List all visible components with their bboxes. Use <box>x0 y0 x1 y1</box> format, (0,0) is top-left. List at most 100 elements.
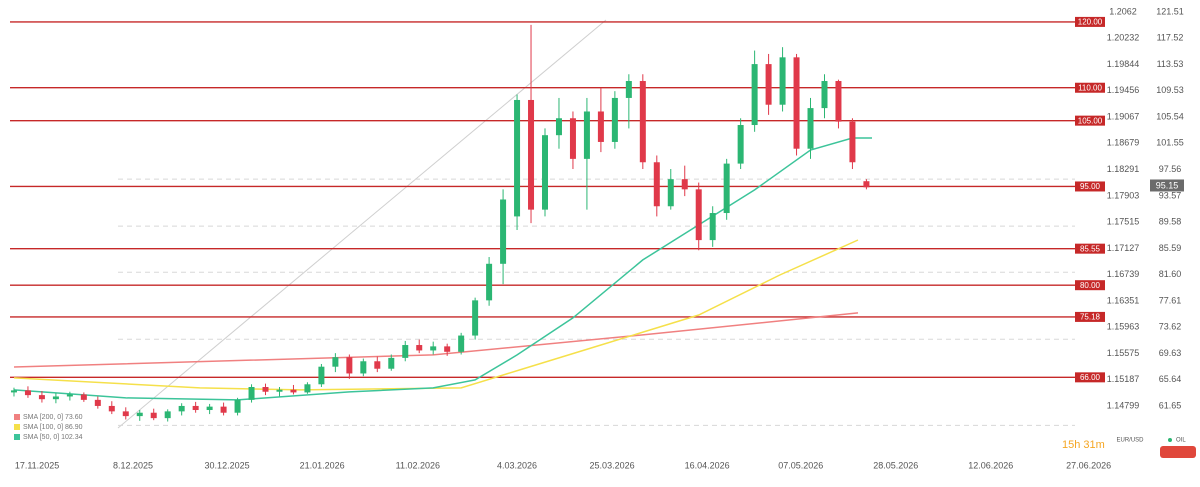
y2-tick-label: 109.53 <box>1156 85 1184 95</box>
y2-tick-label: 121.51 <box>1156 6 1184 16</box>
candle-body <box>709 213 716 241</box>
candle-body <box>514 99 521 217</box>
x-tick-label: 21.01.2026 <box>300 460 345 470</box>
y2-tick-label: 69.63 <box>1159 348 1182 358</box>
legend-label: SMA [200, 0] 73.60 <box>23 414 83 421</box>
y-tick-label: 1.17903 <box>1107 190 1140 200</box>
y-tick-label: 1.20232 <box>1107 33 1140 43</box>
candle-body <box>486 263 493 301</box>
candle-body <box>402 345 409 358</box>
y2-tick-label: 97.56 <box>1159 164 1182 174</box>
candle-body <box>597 111 604 142</box>
candle-body <box>542 135 548 210</box>
level-label: 95.00 <box>1080 182 1101 191</box>
candle-body <box>374 361 381 369</box>
candle-body <box>122 411 129 417</box>
candle-body <box>681 179 688 190</box>
candle-body <box>234 399 241 413</box>
candle-body <box>793 57 800 149</box>
candle-body <box>94 399 101 406</box>
candle-body <box>164 411 171 419</box>
candle-body <box>220 406 227 413</box>
y2-tick-label: 101.55 <box>1156 138 1184 148</box>
level-tag <box>1075 16 1105 27</box>
candle-body <box>416 345 423 351</box>
level-tag <box>1075 243 1105 254</box>
current-value-label: 95.15 <box>1156 180 1179 190</box>
legend-label: SMA [50, 0] 102.34 <box>23 434 83 441</box>
candle-body <box>779 57 786 105</box>
x-tick-label: 17.11.2025 <box>15 460 59 470</box>
symbol-dot <box>1168 438 1172 442</box>
y-tick-label: 1.14799 <box>1107 400 1140 410</box>
y2-tick-label: 105.54 <box>1156 111 1184 121</box>
candle-body <box>248 386 255 400</box>
candle-body <box>262 386 269 392</box>
y2-tick-label: 77.61 <box>1159 295 1182 305</box>
y-tick-label: 1.19456 <box>1107 85 1140 95</box>
level-tag <box>1075 181 1105 192</box>
axes: 1.2062 1.20232 1.19844 1.19456 1.19067 1.1867… <box>15 6 1184 470</box>
level-tag <box>1075 372 1105 383</box>
candle-body <box>430 346 437 351</box>
action-button[interactable] <box>1160 446 1196 458</box>
candle-body <box>38 395 45 400</box>
candle-body <box>639 81 646 163</box>
candle-body <box>52 396 59 400</box>
candle-body <box>444 346 451 352</box>
candle-body <box>849 121 856 163</box>
symbol-label: EUR/USD <box>1116 438 1144 444</box>
candle-body <box>150 412 157 419</box>
candle-body <box>318 366 325 385</box>
y2-tick-label: 65.64 <box>1159 374 1182 384</box>
y2-tick-label: 117.52 <box>1157 33 1184 43</box>
legend-swatch <box>14 424 20 430</box>
candle-body <box>667 179 674 207</box>
y-tick-label: 1.16351 <box>1107 295 1140 305</box>
candle-body <box>472 300 479 336</box>
y2-tick-label: 89.58 <box>1159 217 1182 227</box>
candle-body <box>751 64 758 126</box>
x-tick-label: 8.12.2025 <box>113 460 153 470</box>
candle-body <box>192 405 199 411</box>
y-tick-label: 1.18291 <box>1107 164 1140 174</box>
candle-body <box>695 189 702 241</box>
level-label: 85.55 <box>1080 244 1101 253</box>
candle-body <box>178 405 185 412</box>
level-label: 120.00 <box>1078 18 1103 27</box>
candle-body <box>835 81 842 122</box>
x-tick-label: 12.06.2026 <box>968 460 1013 470</box>
level-label: 80.00 <box>1080 281 1101 290</box>
y2-tick-label: 113.53 <box>1157 59 1184 69</box>
level-tag <box>1075 115 1105 126</box>
sma-line <box>13 312 859 368</box>
candle-body <box>555 118 562 136</box>
candle-body <box>765 64 772 105</box>
candle-body <box>136 412 143 417</box>
candle-body <box>653 162 660 207</box>
x-tick-label: 30.12.2025 <box>205 460 250 470</box>
y-tick-label: 1.17515 <box>1107 217 1140 227</box>
candle-body <box>276 389 283 392</box>
legend: SMA [200, 0] 73.60 SMA [100, 0] 86.90 SMA … <box>14 414 83 441</box>
levels: 120.00 110.00 105.00 95.00 85.55 80.00 75.18 66… <box>10 16 1105 383</box>
timer: 15h 31m <box>1062 439 1105 451</box>
level-label: 66.00 <box>1080 373 1101 382</box>
x-tick-label: 27.06.2026 <box>1066 460 1111 470</box>
level-tag <box>1075 311 1105 322</box>
candles <box>10 24 870 422</box>
candle-body <box>360 361 367 374</box>
candle-body <box>80 394 87 400</box>
x-tick-label: 16.04.2026 <box>685 460 730 470</box>
candle-body <box>569 118 576 159</box>
candle-body <box>332 357 339 367</box>
legend-swatch <box>14 414 20 420</box>
candle-body <box>625 81 632 98</box>
y-tick-label: 1.19067 <box>1107 111 1140 121</box>
y2-tick-label: 73.62 <box>1159 322 1182 332</box>
y-tick-label: 1.18679 <box>1107 138 1140 148</box>
candle-body <box>458 335 465 352</box>
candle-body <box>290 389 297 393</box>
y2-tick-label: 81.60 <box>1159 269 1182 279</box>
